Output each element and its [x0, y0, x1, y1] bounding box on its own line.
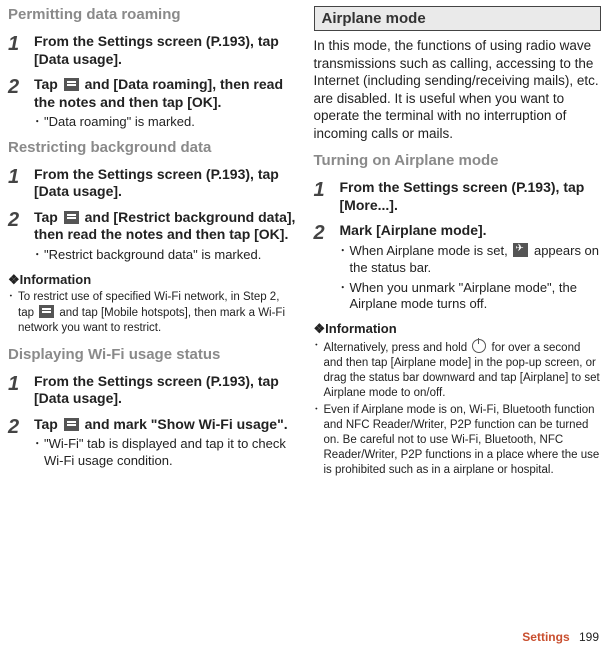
intro-paragraph: In this mode, the functions of using rad…: [314, 37, 602, 142]
bullet-text: Even if Airplane mode is on, Wi-Fi, Blue…: [324, 403, 602, 478]
airplane-icon: [513, 243, 528, 257]
step-text: From the Settings screen (P.193), tap [D…: [34, 373, 296, 408]
step-row: 2 Tap and [Data roaming], then read the …: [8, 76, 296, 131]
menu-icon: [64, 418, 79, 431]
section-title-wifi: Displaying Wi-Fi usage status: [8, 346, 296, 363]
menu-icon: [39, 305, 54, 318]
footer-section-label: Settings: [522, 630, 569, 644]
bullet-text: To restrict use of specified Wi-Fi netwo…: [18, 290, 296, 336]
text-fragment: and mark "Show Wi-Fi usage".: [81, 416, 288, 432]
power-icon: [472, 339, 486, 353]
bullet-dot: ･: [314, 403, 324, 418]
step-number: 2: [8, 76, 34, 98]
step-number: 1: [8, 373, 34, 395]
bullet-text: Alternatively, press and hold for over a…: [324, 339, 602, 401]
text-fragment: Tap: [34, 209, 62, 225]
info-bullet: ･ Even if Airplane mode is on, Wi-Fi, Bl…: [314, 403, 602, 478]
bullet-row: ･ "Wi-Fi" tab is displayed and tap it to…: [34, 436, 296, 470]
step-row: 1 From the Settings screen (P.193), tap …: [8, 33, 296, 68]
section-title-turn-on: Turning on Airplane mode: [314, 152, 602, 169]
step-row: 2 Tap and [Restrict background data], th…: [8, 209, 296, 264]
text-fragment: and tap [Mobile hotspots], then mark a W…: [18, 307, 285, 334]
text-fragment: Tap: [34, 416, 62, 432]
step-row: 1 From the Settings screen (P.193), tap …: [8, 166, 296, 201]
bullet-dot: ･: [340, 280, 350, 297]
step-text: Tap and mark "Show Wi-Fi usage".: [34, 416, 296, 434]
bullet-dot: ･: [34, 247, 44, 264]
step-row: 2 Mark [Airplane mode]. ･ When Airplane …: [314, 222, 602, 313]
bullet-dot: ･: [314, 339, 324, 354]
step-number: 1: [314, 179, 340, 201]
step-text: From the Settings screen (P.193), tap [D…: [34, 33, 296, 68]
step-text: Tap and [Data roaming], then read the no…: [34, 76, 296, 111]
step-number: 2: [314, 222, 340, 244]
bullet-text: "Wi-Fi" tab is displayed and tap it to c…: [44, 436, 296, 470]
step-text: Mark [Airplane mode].: [340, 222, 602, 240]
menu-icon: [64, 211, 79, 224]
information-heading: ❖Information: [314, 321, 602, 337]
bullet-text: "Restrict background data" is marked.: [44, 247, 296, 264]
text-fragment: When Airplane mode is set,: [350, 243, 512, 258]
bullet-dot: ･: [8, 290, 18, 305]
bullet-dot: ･: [34, 436, 44, 453]
bullet-text: "Data roaming" is marked.: [44, 114, 296, 131]
step-row: 1 From the Settings screen (P.193), tap …: [314, 179, 602, 214]
text-fragment: Tap: [34, 76, 62, 92]
info-bullet: ･ To restrict use of specified Wi-Fi net…: [8, 290, 296, 336]
right-column: Airplane mode In this mode, the function…: [314, 4, 602, 478]
step-row: 1 From the Settings screen (P.193), tap …: [8, 373, 296, 408]
bullet-text: When you unmark "Airplane mode", the Air…: [350, 280, 602, 314]
bullet-text: When Airplane mode is set, appears on th…: [350, 243, 602, 277]
step-number: 2: [8, 209, 34, 231]
bullet-row: ･ When Airplane mode is set, appears on …: [340, 243, 602, 277]
left-column: Permitting data roaming 1 From the Setti…: [8, 4, 296, 478]
bullet-dot: ･: [340, 243, 350, 260]
bullet-row: ･ When you unmark "Airplane mode", the A…: [340, 280, 602, 314]
information-heading: ❖Information: [8, 272, 296, 288]
section-title-restrict: Restricting background data: [8, 139, 296, 156]
info-bullet: ･ Alternatively, press and hold for over…: [314, 339, 602, 401]
step-text: From the Settings screen (P.193), tap [M…: [340, 179, 602, 214]
bullet-row: ･ "Restrict background data" is marked.: [34, 247, 296, 264]
section-title-roaming: Permitting data roaming: [8, 6, 296, 23]
step-row: 2 Tap and mark "Show Wi-Fi usage". ･ "Wi…: [8, 416, 296, 470]
page-number: 199: [579, 630, 599, 644]
step-number: 1: [8, 33, 34, 55]
step-text: Tap and [Restrict background data], then…: [34, 209, 296, 244]
bullet-row: ･ "Data roaming" is marked.: [34, 114, 296, 131]
step-text: From the Settings screen (P.193), tap [D…: [34, 166, 296, 201]
boxed-title-airplane: Airplane mode: [314, 6, 602, 31]
step-number: 1: [8, 166, 34, 188]
menu-icon: [64, 78, 79, 91]
bullet-dot: ･: [34, 114, 44, 131]
step-number: 2: [8, 416, 34, 438]
page-footer: Settings 199: [522, 630, 599, 644]
text-fragment: Alternatively, press and hold: [324, 342, 471, 354]
